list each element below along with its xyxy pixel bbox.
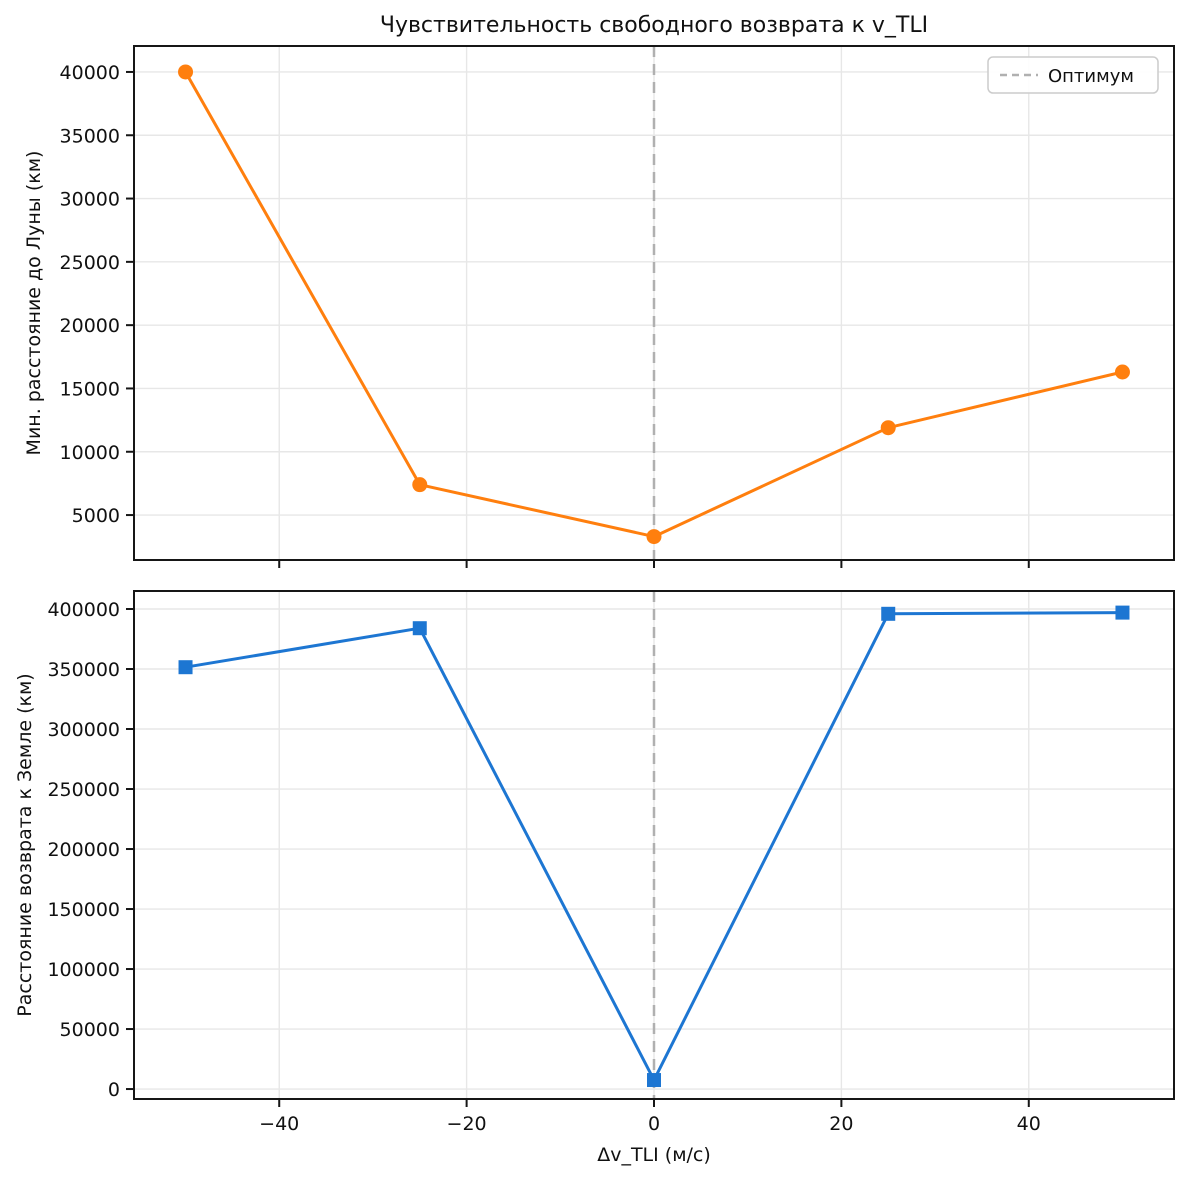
x-tick-label: −20	[447, 1113, 487, 1135]
y-tick-label: 150000	[47, 899, 120, 921]
x-tick-label: 40	[1017, 1113, 1041, 1135]
moon-distance-subplot: 5000 10000 15000 20000 25000 30000 35000 40000 М…	[23, 45, 1175, 568]
y-tick-label: 10000	[60, 442, 120, 464]
y-tick-label: 35000	[60, 125, 120, 147]
y-tick-label: 30000	[60, 189, 120, 211]
data-point-square	[1115, 605, 1130, 620]
data-point-square	[412, 621, 427, 636]
y-tick-label: 300000	[47, 719, 120, 741]
earth-return-subplot: 0 50000 100000 150000 200000 250000 300000 3500…	[14, 590, 1175, 1166]
figure-title: Чувствительность свободного возврата к v…	[380, 13, 928, 38]
y-axis-label: Мин. расстояние до Луны (км)	[23, 151, 45, 456]
data-point-circle	[646, 529, 662, 545]
data-point-square	[881, 606, 896, 621]
y-tick-label: 100000	[47, 959, 120, 981]
y-tick-label: 5000	[72, 505, 120, 527]
data-point-circle	[412, 477, 428, 493]
data-point-square	[647, 1073, 661, 1088]
y-tick-label: 250000	[47, 779, 120, 801]
y-tick-label: 0	[108, 1079, 120, 1101]
x-tick-label: −40	[259, 1113, 299, 1135]
y-tick-label: 20000	[60, 315, 120, 337]
x-axis-label: Δv_TLI (м/с)	[597, 1144, 711, 1166]
legend: Оптимум	[987, 56, 1159, 94]
x-tick-label: 20	[829, 1113, 853, 1135]
data-point-circle	[1114, 364, 1130, 380]
y-tick-label: 50000	[60, 1019, 120, 1041]
x-tick-label: 0	[648, 1113, 660, 1135]
y-tick-label: 25000	[60, 252, 120, 274]
data-point-circle	[178, 64, 194, 80]
data-point-circle	[880, 420, 896, 436]
legend-box	[987, 56, 1159, 94]
y-tick-label: 15000	[60, 378, 120, 400]
y-tick-label: 350000	[47, 659, 120, 681]
y-axis-label: Расстояние возврата к Земле (км)	[14, 673, 36, 1016]
y-tick-label: 400000	[47, 599, 120, 621]
y-tick-label: 200000	[47, 839, 120, 861]
data-point-square	[178, 660, 193, 675]
y-tick-label: 40000	[60, 62, 120, 84]
legend-label: Оптимум	[1048, 66, 1134, 87]
